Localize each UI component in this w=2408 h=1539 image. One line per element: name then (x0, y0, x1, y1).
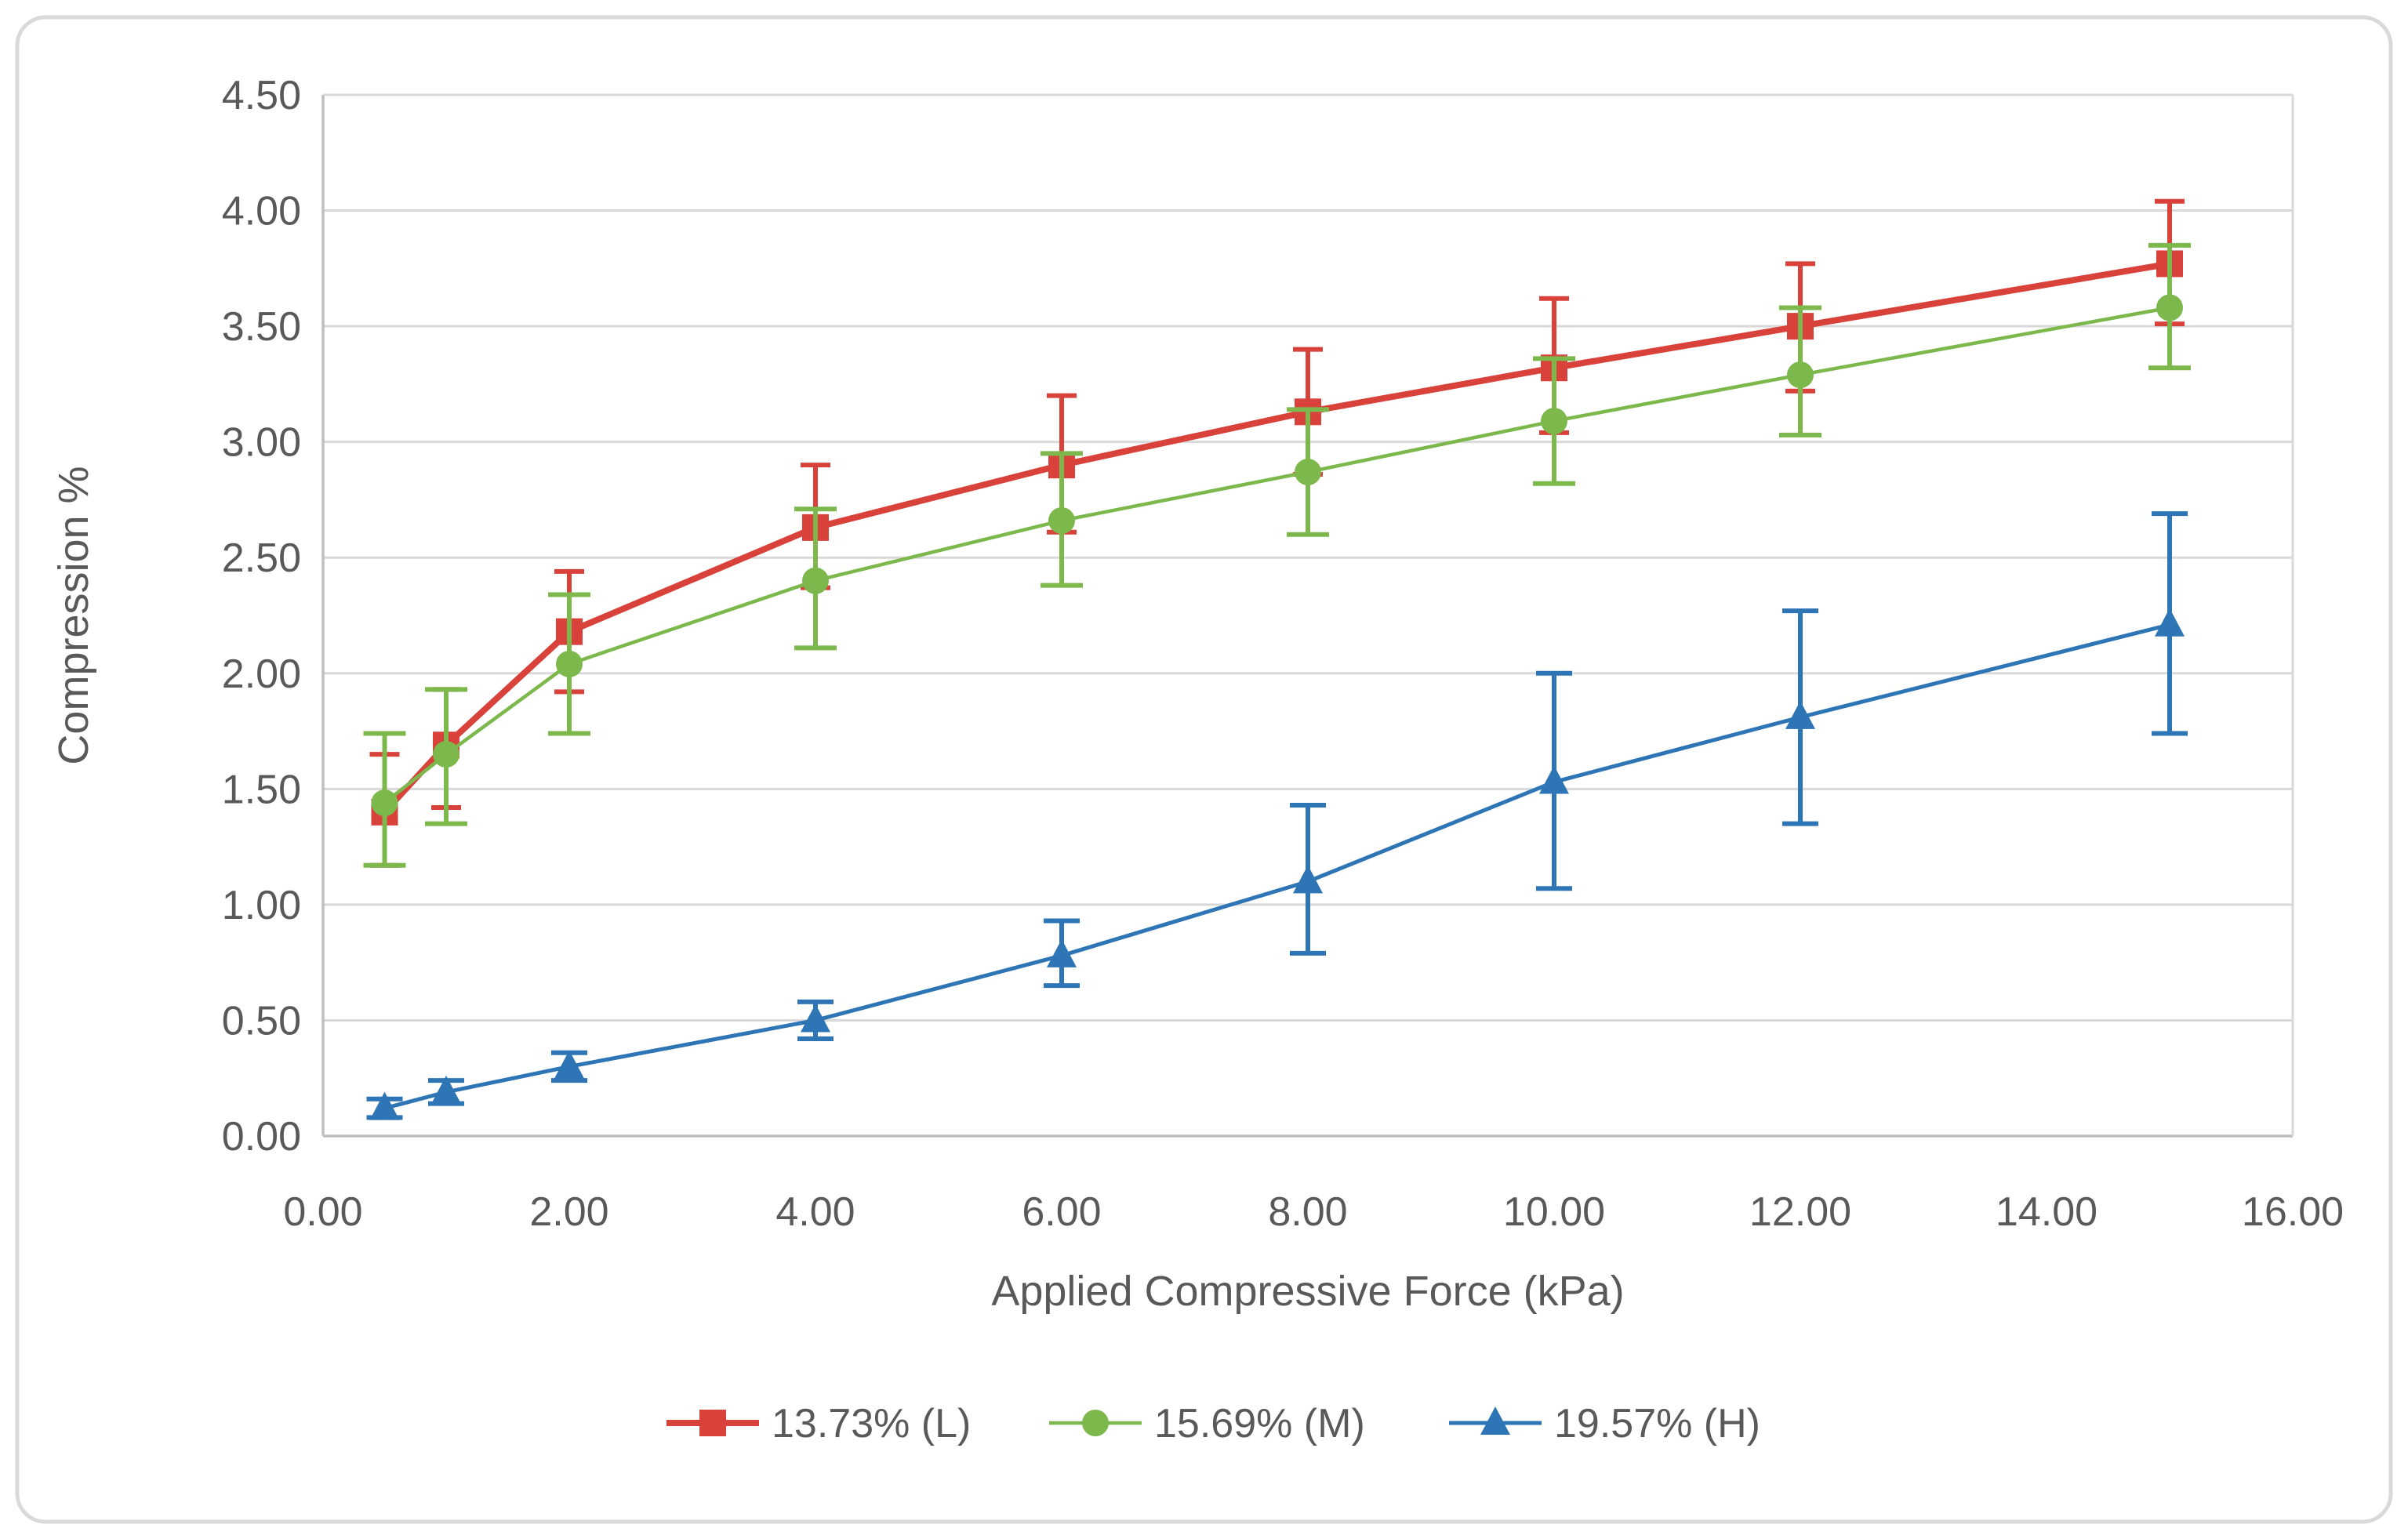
x-tick-label: 10.00 (1503, 1189, 1605, 1235)
data-point-marker-triangle (1539, 765, 1569, 794)
legend-item: 15.69% (M) (1049, 1401, 1365, 1446)
data-point-marker-circle (556, 650, 583, 677)
x-tick-labels-group: 0.00 2.00 4.00 6.00 8.00 10.00 12.00 14.00 16.00 (283, 1189, 2344, 1235)
x-axis-title: Applied Compressive Force (kPa) (991, 1268, 1624, 1315)
x-tick-label: 14.00 (1996, 1189, 2097, 1235)
data-point-marker-circle (1082, 1410, 1109, 1436)
data-point-marker-triangle (1047, 938, 1077, 967)
legend-label: 19.57% (H) (1554, 1401, 1760, 1446)
y-tick-label: 1.00 (222, 883, 301, 928)
x-tick-label: 6.00 (1022, 1189, 1101, 1235)
data-point-marker-circle (1295, 459, 1321, 486)
x-tick-label: 16.00 (2242, 1189, 2344, 1235)
markers-group (369, 608, 2185, 1120)
data-point-marker-triangle (1293, 865, 1323, 894)
data-point-marker-triangle (1785, 700, 1815, 729)
x-tick-label: 4.00 (775, 1189, 855, 1235)
y-tick-labels-group: 0.00 0.50 1.00 1.50 2.00 2.50 3.00 3.50 4.00 4.50 (222, 73, 301, 1160)
data-point-marker-circle (1787, 361, 1814, 389)
data-point-marker-circle (2156, 294, 2183, 321)
data-point-marker-circle (1541, 408, 1567, 435)
y-tick-label: 4.00 (222, 189, 301, 234)
series-19.57%-(H) (366, 511, 2188, 1120)
legend-item: 19.57% (H) (1449, 1401, 1760, 1446)
figure-border (15, 15, 2393, 1524)
y-tick-label: 4.50 (222, 73, 301, 118)
y-tick-label: 2.50 (222, 535, 301, 581)
series-15.69%-(M) (363, 242, 2191, 868)
data-point-marker-triangle (801, 1004, 830, 1033)
y-axis-title: Compression % (50, 466, 97, 764)
y-tick-label: 0.00 (222, 1114, 301, 1160)
x-tick-label: 2.00 (529, 1189, 608, 1235)
data-point-marker-triangle (1480, 1407, 1510, 1435)
y-tick-label: 3.00 (222, 420, 301, 466)
legend-label: 13.73% (L) (772, 1401, 971, 1446)
data-point-marker-circle (371, 789, 398, 817)
markers-group (371, 294, 2183, 817)
data-point-marker-square (699, 1410, 726, 1436)
x-tick-label: 8.00 (1268, 1189, 1347, 1235)
legend: 13.73% (L) 15.69% (M) 19.57% (H) (666, 1401, 1760, 1446)
data-point-marker-circle (802, 567, 829, 594)
data-point-marker-triangle (431, 1075, 461, 1104)
data-point-marker-triangle (554, 1050, 584, 1079)
data-point-marker-circle (1048, 507, 1075, 535)
legend-item: 13.73% (L) (666, 1401, 971, 1446)
y-tick-label: 2.00 (222, 652, 301, 697)
legend-label: 15.69% (M) (1154, 1401, 1365, 1446)
data-point-marker-triangle (2155, 608, 2185, 637)
y-tick-label: 1.50 (222, 767, 301, 812)
data-point-marker-triangle (369, 1091, 400, 1120)
x-tick-label: 12.00 (1749, 1189, 1851, 1235)
data-point-marker-circle (433, 741, 459, 768)
y-tick-label: 3.50 (222, 304, 301, 350)
y-tick-label: 0.50 (222, 998, 301, 1044)
x-tick-label: 0.00 (283, 1189, 362, 1235)
